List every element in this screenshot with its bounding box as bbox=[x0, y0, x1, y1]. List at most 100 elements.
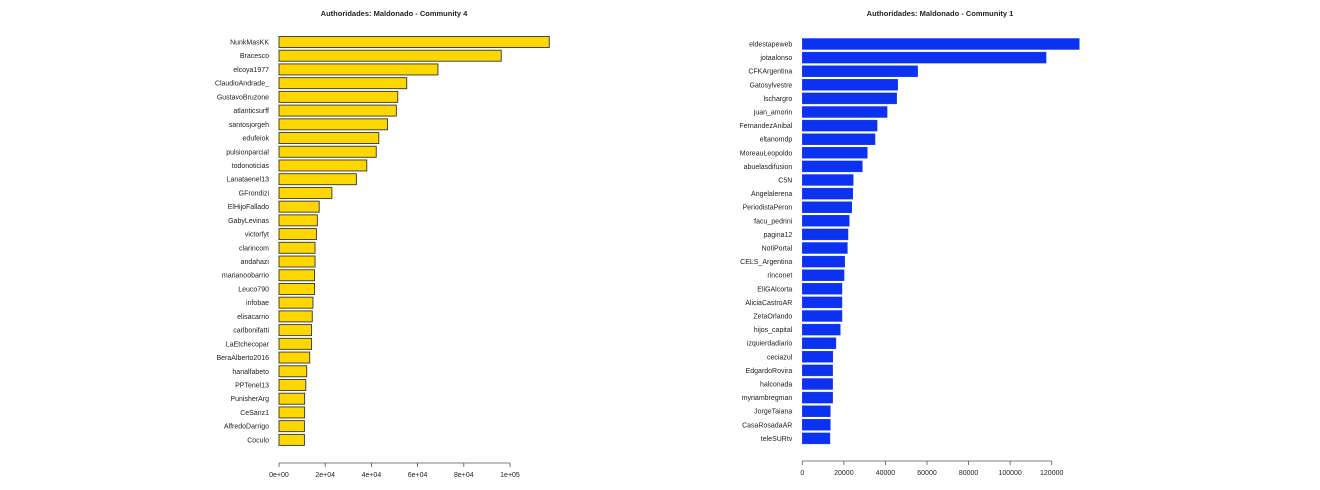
x-tick-label: 2e+04 bbox=[315, 472, 335, 479]
category-label: Angelalerena bbox=[751, 191, 792, 198]
bar-EdgardoRovira bbox=[802, 364, 833, 377]
category-label: pulsionparcial bbox=[226, 149, 269, 156]
bar-AlfredoDarrigo bbox=[278, 420, 305, 433]
bar-PunisherArg bbox=[278, 392, 306, 405]
category-label: GabyLevinas bbox=[228, 218, 269, 225]
category-label: todonoticias bbox=[232, 163, 270, 170]
category-label: C5N bbox=[778, 178, 792, 185]
bar-ElHijoFallado bbox=[278, 200, 320, 213]
bar-victorfyt bbox=[278, 228, 317, 241]
chart-2: Authoridades: Maldonado - Community 1 eld… bbox=[739, 9, 1080, 477]
category-label: clarincom bbox=[239, 245, 269, 252]
bar-Angelalerena bbox=[802, 187, 854, 200]
bar-jotaalonso bbox=[802, 51, 1047, 64]
category-label: Coculo bbox=[247, 437, 269, 444]
category-label: abuelasdifusion bbox=[744, 164, 793, 171]
category-label: myriambregman bbox=[742, 395, 793, 402]
category-label: CFKArgentina bbox=[748, 69, 792, 76]
bar-GFrondizi bbox=[278, 186, 333, 199]
bar-Lanataenel13 bbox=[278, 173, 357, 186]
bar-ceciazul bbox=[802, 351, 834, 363]
category-label: CeSanz1 bbox=[240, 410, 269, 417]
category-label: EdgardoRovira bbox=[746, 368, 793, 375]
category-label: ElHijoFallado bbox=[228, 204, 269, 211]
bar-teleSURtv bbox=[802, 432, 831, 445]
bar-hijos_capital bbox=[802, 323, 841, 336]
bar-NunkMasKK bbox=[278, 36, 550, 48]
bar-JorgeTaiana bbox=[802, 405, 831, 417]
x-tick-label: 80000 bbox=[959, 470, 979, 477]
bar-eltanomdp bbox=[802, 133, 876, 145]
bar-GustavoBruzone bbox=[278, 90, 399, 103]
category-label: Leuco790 bbox=[238, 286, 269, 293]
category-label: CELS_Argentina bbox=[740, 259, 792, 266]
bar-edufeiok bbox=[278, 132, 380, 144]
bar-PPTenel13 bbox=[278, 379, 307, 391]
category-label: PPTenel13 bbox=[235, 383, 269, 390]
bar-ClaudioAndrade_ bbox=[278, 77, 408, 90]
bar-CELS_Argentina bbox=[802, 255, 845, 268]
bar-clarincom bbox=[278, 241, 316, 254]
category-label: elcoya1977 bbox=[233, 67, 269, 74]
chart-title: Authoridades: Maldonado - Community 1 bbox=[867, 9, 1014, 18]
category-label: FernandezAnibal bbox=[739, 123, 792, 130]
category-label: hanalfabeto bbox=[232, 369, 269, 376]
category-label: MoreauLeopoldo bbox=[740, 150, 793, 157]
category-label: facu_pedrini bbox=[754, 218, 793, 225]
bar-FernandezAnibal bbox=[802, 119, 878, 132]
category-label: marianoobarrio bbox=[222, 273, 269, 280]
category-label: eldestapeweb bbox=[749, 42, 792, 49]
bar-NotiPortal bbox=[802, 242, 848, 254]
bar-Leuco790 bbox=[278, 283, 316, 295]
bar-CeSanz1 bbox=[278, 406, 306, 419]
category-label: ZetaOrlando bbox=[753, 314, 792, 321]
category-label: pagina12 bbox=[763, 232, 792, 239]
bar-AliciaCastroAR bbox=[802, 296, 843, 309]
category-label: juan_amorin bbox=[753, 110, 793, 117]
x-tick-label: 1e+05 bbox=[500, 472, 520, 479]
category-label: eltanomdp bbox=[760, 137, 793, 144]
category-label: CasaRosadaAR bbox=[742, 422, 792, 429]
bar-ZetaOrlando bbox=[802, 310, 843, 322]
category-label: teleSURtv bbox=[761, 436, 793, 443]
category-label: rinconet bbox=[767, 273, 792, 280]
bar-carlbonifatti bbox=[278, 324, 313, 337]
category-label: BeraAlberto2016 bbox=[216, 355, 269, 362]
x-tick-label: 120000 bbox=[1040, 470, 1063, 477]
category-label: andahazi bbox=[241, 259, 270, 266]
category-label: ClaudioAndrade_ bbox=[215, 81, 269, 88]
category-label: JorgeTaiana bbox=[754, 409, 792, 416]
category-label: edufeiok bbox=[243, 136, 270, 143]
bar-eldestapeweb bbox=[802, 38, 1080, 50]
category-label: NotiPortal bbox=[762, 246, 793, 253]
category-label: Lanataenel13 bbox=[227, 177, 270, 184]
category-label: PunisherArg bbox=[230, 396, 269, 403]
chart-title: Authoridades: Maldonado - Community 4 bbox=[321, 9, 468, 18]
chart-1: Authoridades: Maldonado - Community 4 Nun… bbox=[215, 9, 550, 479]
bar-LaEtchecopar bbox=[278, 337, 313, 350]
category-label: GustavoBruzone bbox=[217, 94, 269, 101]
bar-EliGAlcorta bbox=[802, 283, 843, 295]
category-label: santosjorgeh bbox=[229, 122, 269, 129]
bar-atlanticsurff bbox=[278, 104, 397, 117]
bar-hanalfabeto bbox=[278, 365, 308, 378]
category-label: elisacarrio bbox=[237, 314, 269, 321]
bar-Coculo bbox=[278, 433, 305, 446]
category-label: AlfredoDarrigo bbox=[224, 424, 269, 431]
bar-BeraAlberto2016 bbox=[278, 351, 311, 364]
bar-pagina12 bbox=[802, 228, 849, 241]
bar-izquierdadiario bbox=[802, 337, 837, 349]
category-label: GFrondizi bbox=[239, 190, 270, 197]
bar-infobae bbox=[278, 296, 314, 309]
category-label: halconada bbox=[760, 382, 792, 389]
x-tick-label: 0e+00 bbox=[269, 472, 289, 479]
bar-PeriodistaPeron bbox=[802, 201, 852, 213]
x-tick-label: 20000 bbox=[834, 470, 854, 477]
bar-todonoticias bbox=[278, 159, 368, 172]
category-label: AliciaCastroAR bbox=[745, 300, 792, 307]
category-label: jotaalonso bbox=[759, 55, 792, 62]
bar-Gatosylvestre bbox=[802, 79, 898, 91]
category-label: victorfyt bbox=[245, 232, 269, 239]
